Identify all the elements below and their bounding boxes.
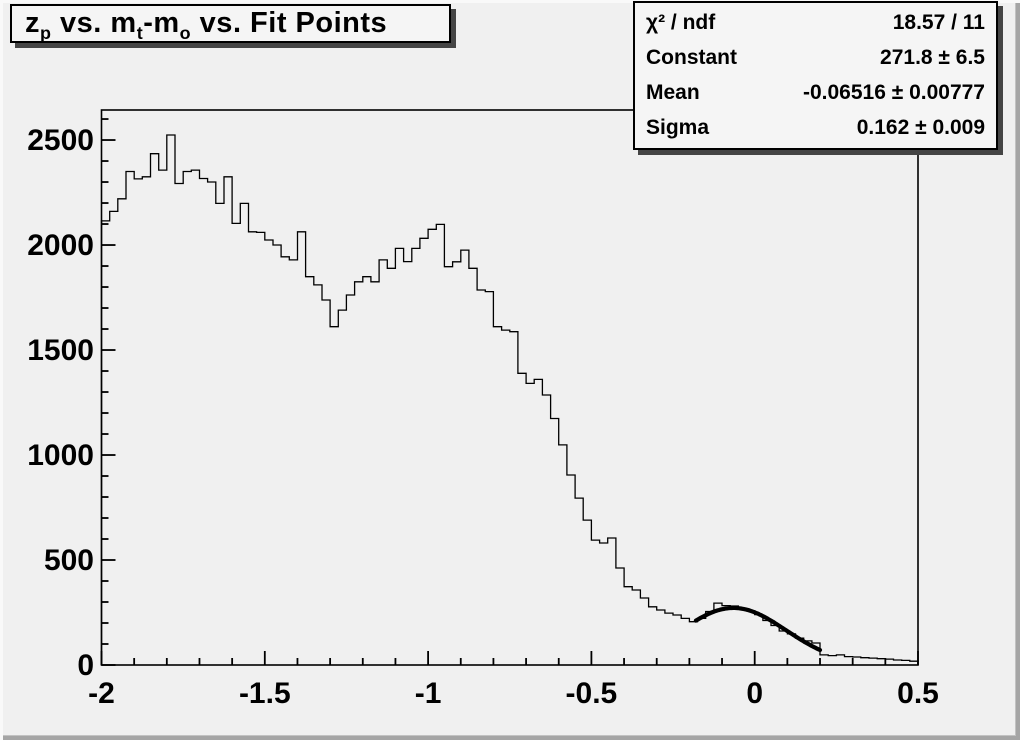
- stats-label: Constant: [646, 46, 737, 70]
- x-tick-label: -1: [415, 677, 442, 710]
- x-tick-label: 0: [746, 677, 763, 710]
- y-tick-label: 0: [77, 649, 94, 682]
- stats-label: Sigma: [646, 115, 710, 139]
- stats-label: Mean: [646, 80, 700, 104]
- fit-curve: [693, 605, 823, 653]
- stats-value: 18.57 / 11: [892, 11, 985, 35]
- stats-row-constant: Constant 271.8 ± 6.5: [635, 46, 996, 70]
- x-tick-label: -1.5: [239, 677, 291, 710]
- y-tick-label: 2000: [27, 229, 94, 262]
- y-tick-label: 1000: [27, 439, 94, 472]
- y-tick-label: 500: [44, 544, 94, 577]
- y-tick-label: 2500: [27, 124, 94, 157]
- plot-title-box: zp vs. mt-mo vs. Fit Points: [10, 4, 451, 43]
- stats-box: χ² / ndf 18.57 / 11 Constant 271.8 ± 6.5…: [633, 1, 998, 150]
- x-tick-label: -2: [88, 677, 115, 710]
- stats-row-chi2: χ² / ndf 18.57 / 11: [635, 11, 996, 35]
- plot-title: zp vs. mt-mo vs. Fit Points: [25, 7, 388, 43]
- x-tick-label: 0.5: [897, 677, 939, 710]
- histogram-line: [100, 134, 919, 665]
- stats-value: 271.8 ± 6.5: [880, 46, 985, 70]
- stats-value: 0.162 ± 0.009: [856, 115, 985, 139]
- x-tick-label: -0.5: [566, 677, 618, 710]
- stats-value: -0.06516 ± 0.00777: [802, 80, 985, 104]
- stats-label: χ² / ndf: [646, 11, 716, 35]
- stats-row-sigma: Sigma 0.162 ± 0.009: [635, 116, 996, 140]
- y-tick-label: 1500: [27, 334, 94, 367]
- stats-row-mean: Mean -0.06516 ± 0.00777: [635, 81, 996, 105]
